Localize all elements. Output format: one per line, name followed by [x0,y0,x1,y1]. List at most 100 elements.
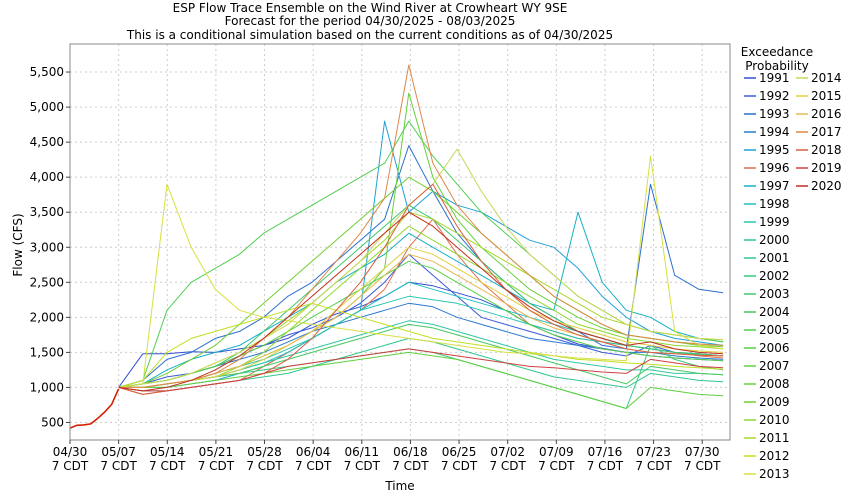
x-axis-label: Time [384,479,414,493]
x-tick-sublabel: 7 CDT [587,459,624,473]
series-line-2019 [118,348,724,392]
y-tick-label: 1,000 [30,380,64,394]
y-axis-label: Flow (CFS) [11,213,25,276]
x-tick-sublabel: 7 CDT [392,459,429,473]
x-tick-label: 06/25 [442,445,477,459]
y-tick-label: 2,000 [30,310,64,324]
legend-label-2003: 2003 [759,287,790,301]
x-tick-sublabel: 7 CDT [149,459,186,473]
legend-label-2005: 2005 [759,323,790,337]
x-tick-sublabel: 7 CDT [198,459,235,473]
legend-label-2011: 2011 [759,431,790,445]
series-lines [69,64,724,429]
x-tick-label: 06/04 [296,445,331,459]
y-tick-label: 2,500 [30,275,64,289]
series-line-2010 [118,225,724,388]
x-tick-sublabel: 7 CDT [538,459,575,473]
legend-label-1996: 1996 [759,161,790,175]
x-tick-label: 07/09 [539,445,574,459]
legend-label-2018: 2018 [811,143,842,157]
series-line-2020 [118,211,724,392]
legend-label-2008: 2008 [759,377,790,391]
chart-title: ESP Flow Trace Ensemble on the Wind Rive… [126,1,613,42]
series-line-1995 [118,120,724,388]
y-tick-label: 500 [41,415,64,429]
x-tick-sublabel: 7 CDT [100,459,137,473]
x-tick-label: 05/14 [150,445,185,459]
x-tick-label: 06/18 [393,445,428,459]
y-tick-label: 4,000 [30,170,64,184]
x-tick-sublabel: 7 CDT [489,459,526,473]
legend-title-line-1: Exceedance [741,45,813,59]
legend-label-2014: 2014 [811,71,842,85]
series-line-1997 [118,211,724,388]
legend-label-2000: 2000 [759,233,790,247]
legend-label-2012: 2012 [759,449,790,463]
x-tick-sublabel: 7 CDT [684,459,721,473]
x-tick-sublabel: 7 CDT [344,459,381,473]
legend-label-2010: 2010 [759,413,790,427]
x-tick-sublabel: 7 CDT [295,459,332,473]
chart-title-line-1: ESP Flow Trace Ensemble on the Wind Rive… [173,1,568,15]
series-line-2007 [118,351,724,409]
legend-label-2006: 2006 [759,341,790,355]
x-tick-label: 07/30 [685,445,720,459]
x-tick-sublabel: 7 CDT [52,459,89,473]
legend-label-2001: 2001 [759,251,790,265]
legend-title-line-2: Probability [745,59,808,73]
legend: Exceedance Probability 1991 1992 1993 1994 1… [741,45,842,481]
y-tick-label: 3,000 [30,240,64,254]
series-line-2015 [118,246,724,388]
legend-label-2007: 2007 [759,359,790,373]
series-line-2004 [118,323,724,388]
x-tick-label: 05/07 [101,445,136,459]
chart-title-line-3: This is a conditional simulation based o… [126,28,613,42]
y-tick-label: 5,500 [30,65,64,79]
x-tick-sublabel: 7 CDT [635,459,672,473]
legend-label-2004: 2004 [759,305,790,319]
legend-label-1997: 1997 [759,179,790,193]
legend-label-2015: 2015 [811,89,842,103]
observed-line [69,388,120,429]
legend-label-2017: 2017 [811,125,842,139]
series-line-2011 [118,211,724,388]
y-tick-label: 5,000 [30,100,64,114]
x-tick-label: 07/23 [636,445,671,459]
y-tick-label: 1,500 [30,345,64,359]
legend-label-1991: 1991 [759,71,790,85]
legend-label-2002: 2002 [759,269,790,283]
series-line-2005 [118,120,724,388]
y-tick-label: 3,500 [30,205,64,219]
plot-frame [69,43,731,441]
legend-label-2019: 2019 [811,161,842,175]
series-line-2012 [118,302,724,388]
series-line-1993 [118,145,724,388]
chart-title-line-2: Forecast for the period 04/30/2025 - 08/… [225,14,516,28]
y-axis: 500 1,000 1,500 2,000 2,500 3,000 3,500 4,000 4,… [30,65,70,429]
x-tick-label: 05/21 [199,445,234,459]
series-line-2002 [118,344,724,409]
x-tick-label: 06/11 [344,445,379,459]
legend-label-2013: 2013 [759,467,790,481]
legend-label-1992: 1992 [759,89,790,103]
legend-label-1998: 1998 [759,197,790,211]
legend-label-1995: 1995 [759,143,790,157]
series-line-2006 [118,260,724,388]
legend-label-1994: 1994 [759,125,790,139]
series-line-2013 [118,155,724,388]
y-tick-label: 4,500 [30,135,64,149]
x-tick-label: 04/30 [53,445,88,459]
legend-label-2020: 2020 [811,179,842,193]
legend-label-1993: 1993 [759,107,790,121]
x-tick-label: 07/16 [588,445,623,459]
legend-label-1999: 1999 [759,215,790,229]
legend-label-2016: 2016 [811,107,842,121]
legend-label-2009: 2009 [759,395,790,409]
x-tick-sublabel: 7 CDT [246,459,283,473]
x-tick-label: 07/02 [490,445,525,459]
series-line-2014 [118,148,724,388]
series-line-2017 [118,64,724,388]
